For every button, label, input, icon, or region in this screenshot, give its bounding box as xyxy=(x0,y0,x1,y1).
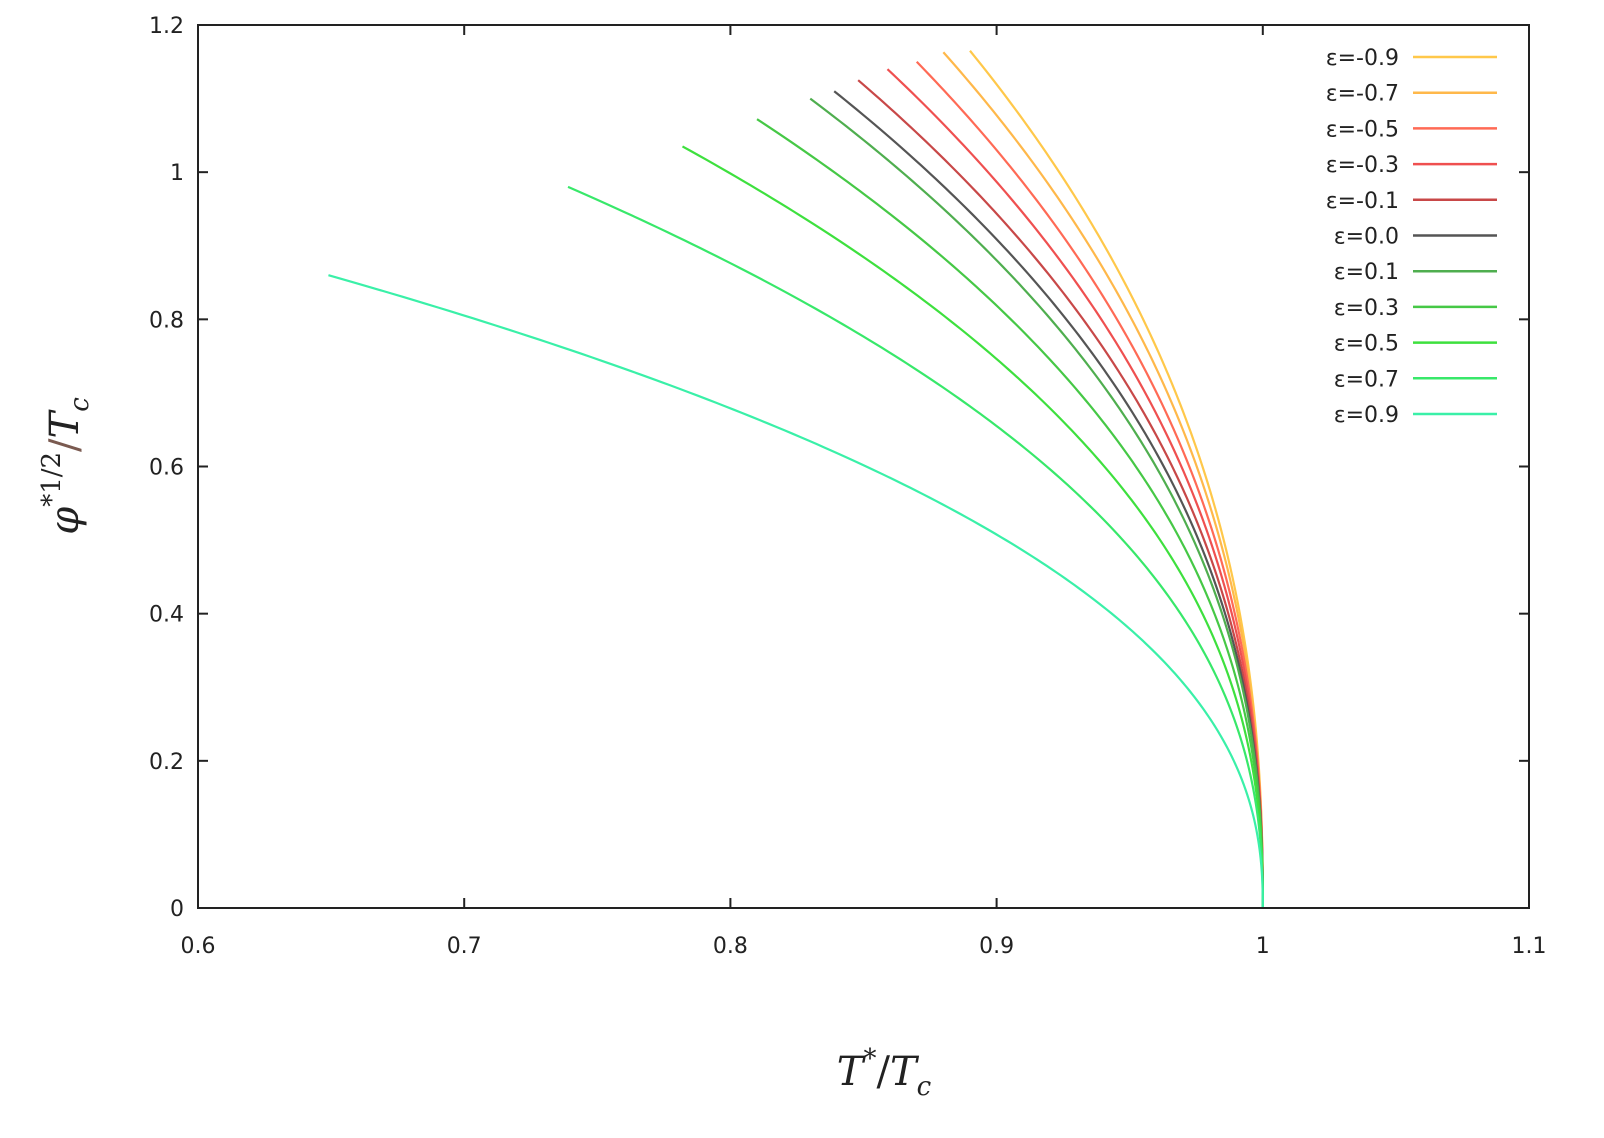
series-line xyxy=(809,97,1264,908)
y-tick-label: 1.2 xyxy=(149,14,184,39)
legend-label: ε=-0.7 xyxy=(1326,82,1399,107)
series-line xyxy=(915,61,1264,908)
series-line xyxy=(833,90,1264,908)
legend-label: ε=-0.1 xyxy=(1326,189,1399,214)
x-tick-label: 0.8 xyxy=(713,934,748,959)
y-axis-title-main: φ xyxy=(42,507,88,535)
x-tick-label: 0.9 xyxy=(979,934,1014,959)
x-tick-label: 0.6 xyxy=(181,934,216,959)
series-line xyxy=(328,274,1264,908)
x-tick-label: 1.1 xyxy=(1512,934,1547,959)
series-line xyxy=(681,145,1264,908)
x-axis-title-main: T xyxy=(837,1049,867,1095)
legend-label: ε=-0.3 xyxy=(1326,153,1399,178)
x-tick-label: 1 xyxy=(1256,934,1270,959)
x-axis-title-sub: c xyxy=(917,1072,932,1102)
x-tick-label: 0.7 xyxy=(447,934,482,959)
ticks-layer: 0.6 0.7 0.8 0.9 1 1.1 0 0.2 0.4 0.6 0.8 1 1.2 xyxy=(149,14,1547,959)
y-axis-title-main2: T xyxy=(42,408,88,438)
y-tick-label: 0.6 xyxy=(149,456,184,481)
y-tick-label: 0 xyxy=(170,897,184,922)
series-line xyxy=(942,51,1264,908)
legend-label: ε=0.3 xyxy=(1334,296,1399,321)
y-axis-title: φ*1/2/Tc xyxy=(37,397,95,535)
x-axis-title-main2: T xyxy=(890,1049,920,1095)
x-axis-title-sep: / xyxy=(876,1049,890,1095)
series-line xyxy=(567,185,1264,908)
y-tick-label: 1 xyxy=(170,161,184,186)
curves-layer xyxy=(328,50,1264,908)
plot-frame xyxy=(197,24,1530,909)
x-axis-title-sup: * xyxy=(863,1044,876,1074)
x-axis-title: T*/Tc xyxy=(837,1044,932,1102)
legend-label: ε=0.1 xyxy=(1334,260,1399,285)
y-axis-title-sub: c xyxy=(65,397,95,412)
y-axis-title-sep: / xyxy=(42,438,88,452)
legend-label: ε=-0.9 xyxy=(1326,46,1399,71)
y-tick-label: 0.8 xyxy=(149,308,184,333)
legend-label: ε=-0.5 xyxy=(1326,117,1399,142)
legend-label: ε=0.5 xyxy=(1334,332,1399,357)
legend: ε=-0.9 ε=-0.7 ε=-0.5 ε=-0.3 ε=-0.1 ε=0.0 ε=0.1… xyxy=(1326,46,1497,428)
y-axis-title-sup: *1/2 xyxy=(37,452,67,507)
legend-label: ε=0.9 xyxy=(1334,403,1399,428)
y-tick-label: 0.4 xyxy=(149,603,184,628)
legend-label: ε=0.0 xyxy=(1334,225,1399,250)
series-line xyxy=(857,79,1264,908)
y-tick-label: 0.2 xyxy=(149,750,184,775)
legend-label: ε=0.7 xyxy=(1334,367,1399,392)
